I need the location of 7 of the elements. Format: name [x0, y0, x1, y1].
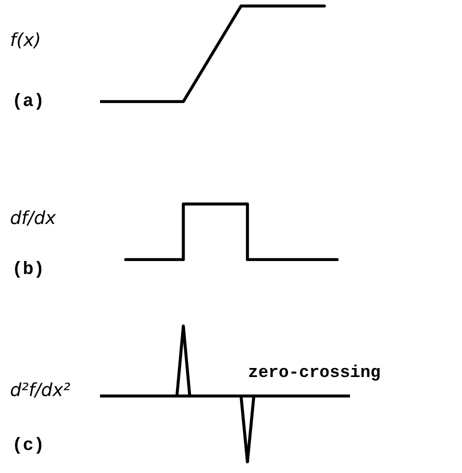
text: (c): [12, 436, 44, 456]
y-axis-title: df/dx: [10, 208, 56, 229]
annotation: zero-crossing: [248, 364, 381, 383]
y-axis-title: f(x): [10, 30, 42, 51]
text: (a): [12, 92, 44, 112]
y-axis-title: d²f/dx²: [10, 380, 70, 401]
text: (b): [12, 260, 44, 280]
